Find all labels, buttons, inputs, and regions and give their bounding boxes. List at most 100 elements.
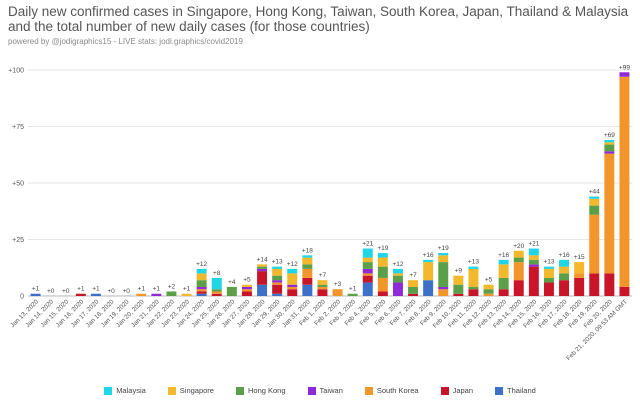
bar-segment-malaysia — [377, 253, 388, 258]
legend-label: Singapore — [179, 386, 214, 395]
bar-segment-south-korea — [302, 268, 313, 278]
bar-segment-japan — [408, 293, 419, 296]
bar-segment-singapore — [468, 268, 479, 287]
bar-segment-taiwan — [272, 280, 283, 283]
legend-swatch — [440, 386, 449, 395]
bar-segment-hong-kong — [498, 277, 509, 290]
bar-segment-singapore — [438, 255, 449, 263]
bar-segment-malaysia — [392, 268, 403, 274]
bar-segment-hong-kong — [166, 291, 177, 296]
bar-segment-hong-kong — [453, 284, 464, 294]
total-label: +1 — [153, 286, 161, 293]
bar-segment-hong-kong — [317, 284, 328, 287]
bar-segment-hong-kong — [257, 266, 268, 269]
bar-segment-singapore — [559, 266, 570, 274]
bar-segment-hong-kong — [377, 266, 388, 278]
legend-item-singapore[interactable]: Singapore — [167, 386, 214, 395]
bar-segment-malaysia — [302, 255, 313, 258]
bar-segment-taiwan — [619, 72, 630, 77]
bar-segment-south-korea — [272, 282, 283, 285]
bar-segment-japan — [317, 289, 328, 296]
total-label: +5 — [243, 277, 251, 284]
bar-segment-hong-kong — [438, 262, 449, 287]
bar-segment-hong-kong — [392, 275, 403, 283]
legend-label: Thailand — [507, 386, 536, 395]
bar-segment-malaysia — [468, 266, 479, 269]
bar-segment-singapore — [483, 284, 494, 290]
bar-segment-taiwan — [392, 282, 403, 296]
bar-segment-taiwan — [362, 268, 373, 274]
bar-segment-malaysia — [287, 268, 298, 274]
bar-segment-japan — [453, 293, 464, 296]
legend: Malaysia Singapore Hong Kong Taiwan South Ko… — [0, 386, 640, 395]
bar-segment-japan — [513, 280, 524, 296]
total-label: +18 — [302, 247, 313, 254]
legend-item-thailand[interactable]: Thailand — [495, 386, 536, 395]
bar-empty — [45, 295, 56, 296]
bar-segment-taiwan — [287, 284, 298, 287]
total-label: +20 — [513, 243, 524, 250]
legend-label: Hong Kong — [247, 386, 286, 395]
bar-segment-japan — [619, 286, 630, 296]
bar-segment-thailand — [423, 280, 434, 296]
bar-segment-japan — [272, 284, 283, 294]
y-tick-label: +75 — [12, 124, 24, 131]
legend-item-taiwan[interactable]: Taiwan — [307, 386, 343, 395]
bar-segment-south-korea — [287, 286, 298, 290]
bar-segment-thailand — [302, 284, 313, 296]
legend-swatch — [364, 386, 373, 395]
bar-segment-hong-kong — [362, 262, 373, 269]
bar-segment-japan — [559, 280, 570, 296]
bar-segment-singapore — [392, 273, 403, 276]
total-label: +69 — [604, 132, 615, 139]
bar-segment-singapore — [453, 275, 464, 285]
bar-segment-hong-kong — [211, 289, 222, 292]
bar-segment-japan — [75, 293, 86, 296]
total-label: +12 — [392, 261, 403, 268]
total-label: +1 — [77, 286, 85, 293]
legend-swatch — [167, 386, 176, 395]
total-label: +99 — [619, 64, 630, 71]
bar-segment-malaysia — [196, 268, 207, 274]
bar-segment-singapore — [513, 250, 524, 258]
bar-segment-south-korea — [483, 293, 494, 296]
bar-segment-hong-kong — [559, 273, 570, 281]
bar-segment-hong-kong — [347, 293, 358, 296]
legend-item-south-korea[interactable]: South Korea — [364, 386, 419, 395]
bar-segment-south-korea — [589, 214, 600, 274]
total-label: +5 — [485, 277, 493, 284]
total-label: +1 — [138, 286, 146, 293]
total-label: +3 — [334, 281, 342, 288]
bar-segment-singapore — [574, 262, 585, 274]
legend-item-japan[interactable]: Japan — [440, 386, 473, 395]
total-label: +19 — [438, 245, 449, 252]
legend-item-malaysia[interactable]: Malaysia — [104, 386, 146, 395]
bar-segment-japan — [468, 289, 479, 296]
y-axis: 0 +25 +50 +75 +100 — [8, 68, 24, 301]
bar-segment-malaysia — [543, 266, 554, 269]
bar-empty — [121, 295, 132, 296]
bar-segment-hong-kong — [543, 277, 554, 283]
bar-segment-singapore — [498, 264, 509, 278]
bar-segment-taiwan — [528, 264, 539, 267]
total-label: +21 — [528, 241, 539, 248]
total-label: +4 — [228, 279, 236, 286]
legend-item-hong-kong[interactable]: Hong Kong — [235, 386, 286, 395]
bar-segment-japan — [377, 291, 388, 296]
bar-segment-singapore — [272, 268, 283, 276]
bar-segment-malaysia — [559, 259, 570, 267]
total-label: +21 — [362, 241, 373, 248]
bar-segment-japan — [498, 289, 509, 296]
bar-segment-japan — [211, 293, 222, 296]
bar-segment-singapore — [604, 142, 615, 145]
total-label: +1 — [92, 286, 100, 293]
bar-segment-japan — [604, 273, 615, 296]
bar-segment-thailand — [272, 293, 283, 296]
total-label: +7 — [409, 272, 417, 279]
total-label: +7 — [319, 272, 327, 279]
bar-segment-thailand — [90, 293, 101, 296]
y-tick-label: +50 — [12, 181, 24, 188]
bar-segment-south-korea — [438, 289, 449, 296]
bar-segment-malaysia — [423, 259, 434, 263]
